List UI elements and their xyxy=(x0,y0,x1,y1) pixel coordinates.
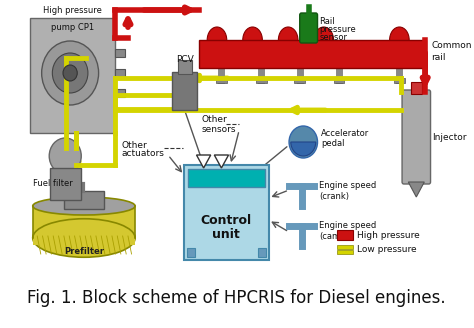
Bar xyxy=(199,40,426,68)
Text: High pressure: High pressure xyxy=(356,231,419,239)
Circle shape xyxy=(289,126,318,158)
Bar xyxy=(334,78,344,83)
Bar xyxy=(337,245,353,249)
Text: Control: Control xyxy=(201,214,252,227)
Polygon shape xyxy=(214,155,228,168)
Text: Other: Other xyxy=(122,140,147,150)
Text: Prefilter: Prefilter xyxy=(64,247,104,256)
Bar xyxy=(178,60,192,74)
Text: Fig. 1. Block scheme of HPCRIS for Diesel engines.: Fig. 1. Block scheme of HPCRIS for Diese… xyxy=(27,289,446,307)
Text: High pressure: High pressure xyxy=(43,6,102,15)
Bar xyxy=(115,49,125,57)
Bar xyxy=(258,248,266,257)
Text: Rail: Rail xyxy=(319,17,335,26)
Text: Injector: Injector xyxy=(432,133,467,141)
Ellipse shape xyxy=(314,27,334,53)
Text: PCV: PCV xyxy=(176,55,194,64)
FancyBboxPatch shape xyxy=(300,13,318,43)
Ellipse shape xyxy=(33,219,135,257)
Text: Engine speed: Engine speed xyxy=(319,221,376,231)
Text: Common: Common xyxy=(431,40,472,50)
Bar xyxy=(411,82,422,94)
Circle shape xyxy=(49,138,81,174)
Bar xyxy=(173,72,197,110)
FancyBboxPatch shape xyxy=(402,90,430,184)
Circle shape xyxy=(52,53,88,93)
Circle shape xyxy=(63,65,77,81)
Bar xyxy=(187,248,195,257)
Text: (crank): (crank) xyxy=(319,192,349,200)
Ellipse shape xyxy=(390,27,409,53)
Polygon shape xyxy=(408,182,424,197)
Ellipse shape xyxy=(33,197,135,215)
Bar xyxy=(50,168,81,200)
Ellipse shape xyxy=(243,27,262,53)
Ellipse shape xyxy=(278,27,298,53)
Text: Other: Other xyxy=(202,115,228,125)
Text: pressure: pressure xyxy=(319,25,356,34)
Bar xyxy=(337,250,353,254)
Bar xyxy=(115,89,125,97)
Bar xyxy=(294,78,305,83)
Bar xyxy=(184,165,269,260)
Circle shape xyxy=(42,41,99,105)
Text: (cam): (cam) xyxy=(319,232,344,240)
Polygon shape xyxy=(197,155,211,168)
Bar xyxy=(33,206,135,244)
Text: Engine speed: Engine speed xyxy=(319,181,376,191)
Bar xyxy=(337,230,353,240)
Text: sensor: sensor xyxy=(319,33,347,42)
Text: Accelerator: Accelerator xyxy=(321,130,369,138)
Bar xyxy=(256,78,267,83)
Bar xyxy=(216,78,227,83)
Text: actuators: actuators xyxy=(122,150,164,158)
Text: pedal: pedal xyxy=(321,139,345,149)
Text: rail: rail xyxy=(431,53,446,63)
Bar xyxy=(115,69,125,77)
Bar xyxy=(64,191,104,209)
Bar xyxy=(394,78,405,83)
Text: Low pressure: Low pressure xyxy=(356,244,416,254)
Wedge shape xyxy=(291,142,316,156)
Text: pump CP1: pump CP1 xyxy=(51,23,94,32)
Bar xyxy=(188,169,265,187)
Text: Fuel filter: Fuel filter xyxy=(33,178,73,188)
Text: sensors: sensors xyxy=(202,125,237,133)
Text: unit: unit xyxy=(212,228,240,241)
Ellipse shape xyxy=(207,27,227,53)
Bar xyxy=(30,18,115,133)
